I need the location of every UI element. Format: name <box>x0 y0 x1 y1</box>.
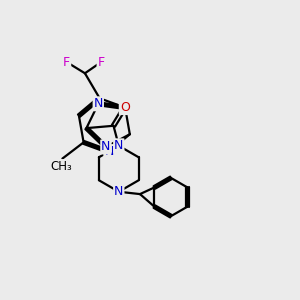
Text: F: F <box>98 56 105 69</box>
Text: N: N <box>114 185 124 198</box>
Text: O: O <box>120 101 130 114</box>
Text: N: N <box>120 101 130 114</box>
Text: N: N <box>114 139 124 152</box>
Text: N: N <box>104 145 114 158</box>
Text: N: N <box>101 140 111 154</box>
Text: F: F <box>63 56 70 69</box>
Text: N: N <box>94 97 103 110</box>
Text: CH₃: CH₃ <box>50 160 72 173</box>
